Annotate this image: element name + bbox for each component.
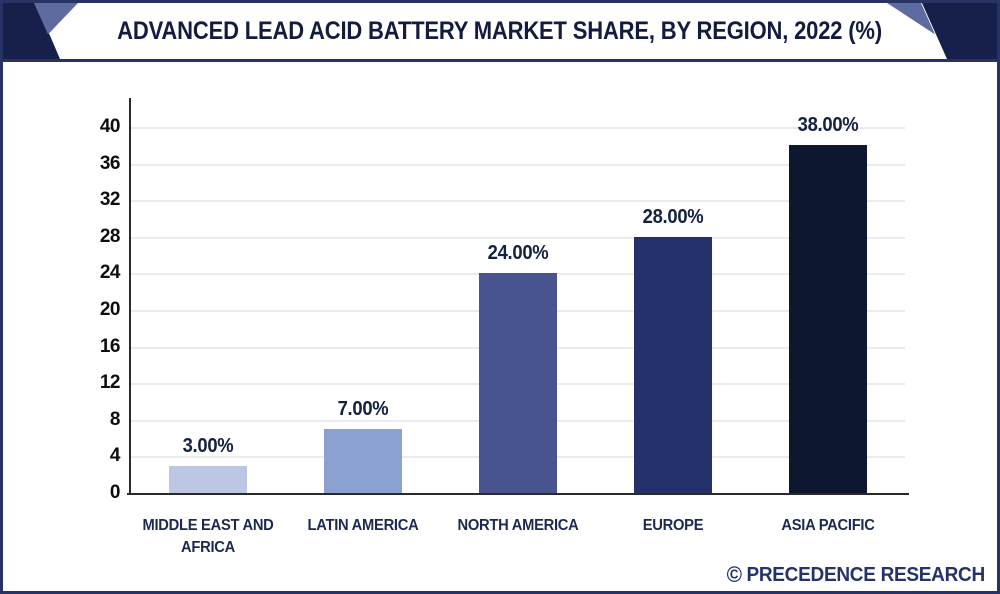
bar-value-label-0: 3.00% [182, 434, 233, 457]
y-tick-label-36: 36 [99, 152, 121, 174]
category-label-2: NORTH AMERICA [457, 517, 578, 534]
bar-latin-america [323, 428, 402, 493]
bar-chart: 0 4 8 12 16 20 24 28 32 36 40 3.00% MIDDLE EAST AND … [3, 3, 997, 591]
header-corner-decoration [3, 3, 997, 59]
y-tick-label-20: 20 [99, 299, 121, 320]
gridline-36 [131, 163, 905, 166]
gridline-32 [131, 200, 905, 203]
watermark-text: PRECEDENCE RESEARCH [746, 564, 986, 586]
copyright-icon: © [726, 562, 742, 587]
y-tick-label-16: 16 [99, 335, 121, 357]
category-label-0: MIDDLE EAST AND AFRICA [141, 517, 274, 556]
header-corner-slate-right-icon [887, 3, 935, 35]
y-tick-label-0: 0 [109, 482, 121, 503]
bar-value-label-1: 7.00% [337, 397, 388, 420]
y-axis-line [129, 98, 131, 495]
bar-value-label-2: 24.00% [487, 242, 548, 265]
y-tick-label-28: 28 [99, 225, 121, 247]
category-label-4: ASIA PACIFIC [780, 517, 875, 534]
y-tick-label-4: 4 [109, 445, 121, 467]
header: ADVANCED LEAD ACID BATTERY MARKET SHARE,… [3, 3, 997, 62]
bar-north-america [478, 273, 557, 493]
bar-asia-pacific [788, 145, 867, 493]
gridline-40 [131, 127, 905, 129]
watermark: © PRECEDENCE RESEARCH [726, 562, 986, 587]
header-corner-slate-left-icon [34, 3, 78, 35]
bar-middle-east-and-africa [168, 465, 247, 493]
y-tick-label-8: 8 [109, 408, 121, 430]
chart-title: ADVANCED LEAD ACID BATTERY MARKET SHARE,… [117, 16, 883, 45]
x-axis-line [127, 493, 909, 495]
bar-value-label-3: 28.00% [642, 205, 703, 228]
header-corner-dark-left-icon [3, 3, 60, 59]
category-label-1: LATIN AMERICA [307, 517, 418, 534]
gridline-28 [131, 236, 905, 239]
header-corner-dark-right-icon [922, 3, 997, 59]
y-tick-label-32: 32 [99, 189, 121, 211]
y-tick-label-24: 24 [99, 262, 121, 284]
y-tick-label-12: 12 [99, 372, 121, 394]
category-label-3: EUROPE [642, 517, 703, 534]
bar-europe [633, 236, 712, 493]
y-tick-label-40: 40 [99, 116, 121, 137]
bar-value-label-4: 38.00% [797, 114, 858, 137]
